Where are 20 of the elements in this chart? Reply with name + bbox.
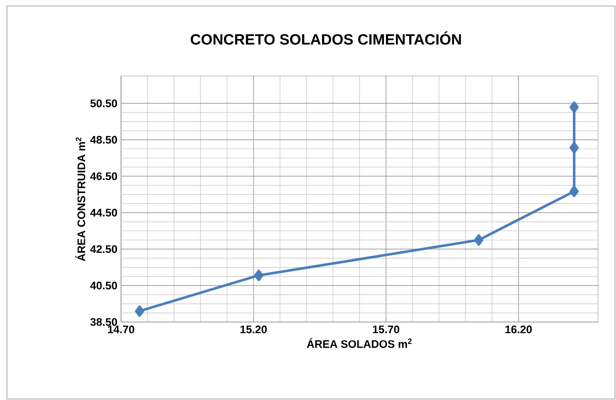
x-axis-title: ÁREA SOLADOS m$^{2}$ (306, 338, 412, 348)
y-tick-label: 42.50 (90, 245, 118, 253)
chart-title: CONCRETO SOLADOS CIMENTACIÓN (190, 31, 461, 45)
y-tick-label: 44.50 (90, 208, 118, 217)
point (570, 101, 579, 113)
y-tick-label: 46.50 (90, 172, 118, 180)
point (570, 186, 579, 198)
x-tick-label: 14.70 (108, 326, 134, 334)
y-tick-label: 50.50 (90, 99, 118, 108)
x-tick-label: 15.20 (240, 326, 267, 334)
y-axis-title: ÁREA CONSTRUIDA m$^{2}$ (75, 137, 86, 262)
x-tick-label: 15.70 (372, 326, 400, 334)
point (254, 270, 264, 282)
y-tick-label: 48.50 (90, 136, 118, 144)
point (134, 305, 144, 317)
x-tick-label: 16.20 (505, 326, 532, 334)
point (474, 234, 484, 246)
y-tick-label: 40.50 (90, 282, 118, 290)
point (570, 142, 579, 154)
y-tick-label: 38.50 (90, 318, 118, 326)
